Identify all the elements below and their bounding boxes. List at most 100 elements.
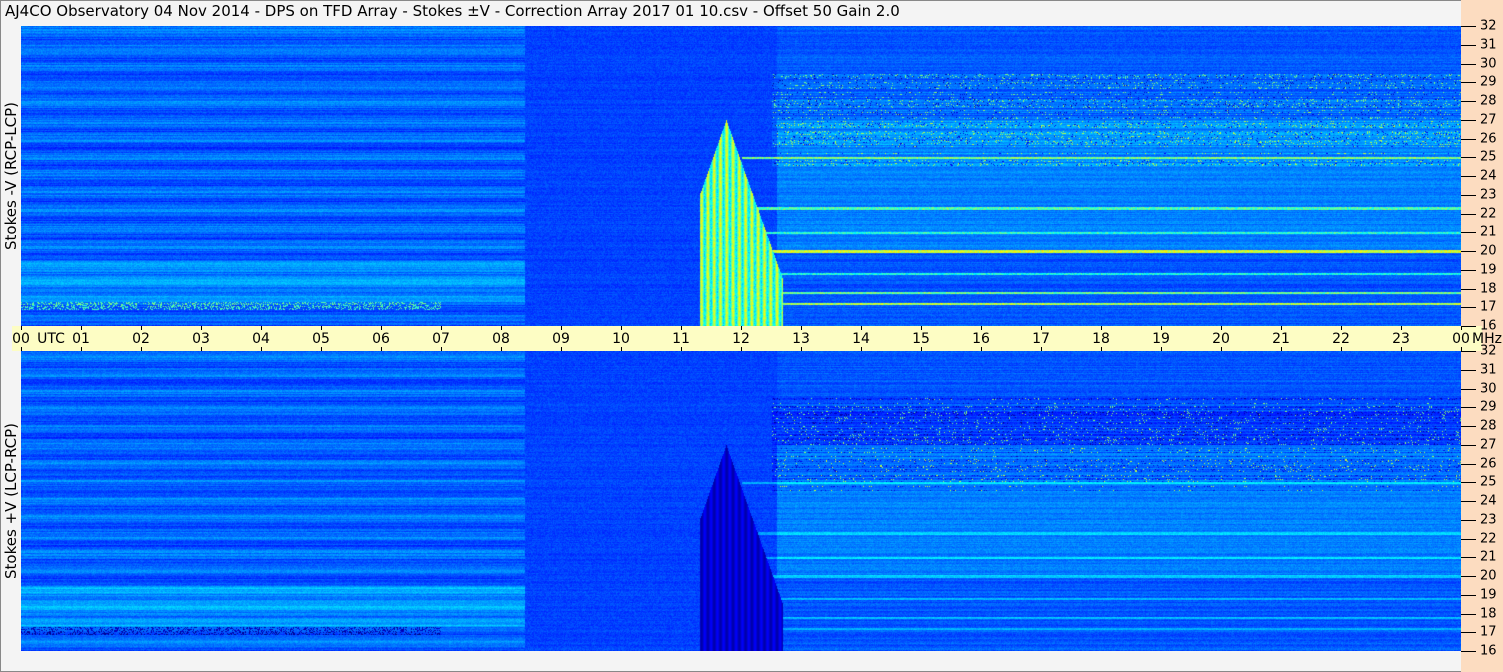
time-tick [81, 347, 82, 351]
time-tick-label: 12 [732, 331, 750, 347]
freq-tick [1461, 270, 1476, 271]
time-tick-label: 19 [1152, 331, 1170, 347]
freq-tick [1461, 614, 1476, 615]
freq-tick-label: 27 [1480, 437, 1497, 453]
time-tick [861, 326, 862, 330]
upper-panel-ylabel: Stokes -V (RCP-LCP) [1, 26, 21, 326]
time-tick [741, 347, 742, 351]
freq-tick-label: 32 [1480, 343, 1497, 359]
time-tick-label: 04 [252, 331, 270, 347]
freq-tick-label: 32 [1480, 18, 1497, 34]
freq-tick [1461, 445, 1476, 446]
time-tick [681, 347, 682, 351]
time-axis-unit: UTC [37, 331, 65, 347]
time-tick-label: 07 [432, 331, 450, 347]
freq-tick [1461, 520, 1476, 521]
time-tick [561, 326, 562, 330]
freq-tick [1461, 101, 1476, 102]
freq-tick-label: 16 [1480, 318, 1497, 334]
time-tick [921, 347, 922, 351]
time-tick [741, 326, 742, 330]
time-tick [141, 326, 142, 330]
time-tick-label: 00 [1452, 331, 1470, 347]
freq-tick [1461, 576, 1476, 577]
time-tick [21, 326, 22, 330]
time-tick [1401, 326, 1402, 330]
freq-tick [1461, 82, 1476, 83]
freq-tick-label: 24 [1480, 493, 1497, 509]
freq-tick-label: 31 [1480, 362, 1497, 378]
freq-tick [1461, 426, 1476, 427]
time-tick-label: 14 [852, 331, 870, 347]
freq-tick-label: 29 [1480, 74, 1497, 90]
freq-tick-label: 19 [1480, 262, 1497, 278]
chart-title: AJ4CO Observatory 04 Nov 2014 - DPS on T… [5, 2, 900, 20]
time-tick-label: 20 [1212, 331, 1230, 347]
time-tick-label: 02 [132, 331, 150, 347]
time-tick [1281, 326, 1282, 330]
time-tick [981, 347, 982, 351]
time-tick [501, 347, 502, 351]
freq-tick-label: 21 [1480, 549, 1497, 565]
time-tick [1461, 326, 1462, 330]
freq-tick [1461, 157, 1476, 158]
time-tick [681, 326, 682, 330]
freq-tick [1461, 595, 1476, 596]
time-tick-label: 06 [372, 331, 390, 347]
freq-tick [1461, 557, 1476, 558]
time-tick-label: 01 [72, 331, 90, 347]
freq-tick-label: 26 [1480, 456, 1497, 471]
time-tick [1041, 326, 1042, 330]
time-tick [561, 347, 562, 351]
time-tick [441, 326, 442, 330]
time-tick [621, 326, 622, 330]
freq-tick-label: 27 [1480, 112, 1497, 128]
freq-tick [1461, 176, 1476, 177]
freq-tick [1461, 64, 1476, 65]
time-tick [1341, 347, 1342, 351]
spectrogram-canvas [21, 351, 1461, 651]
freq-tick-label: 24 [1480, 168, 1497, 184]
freq-tick-label: 22 [1480, 206, 1497, 221]
time-tick [1221, 347, 1222, 351]
time-tick-label: 15 [912, 331, 930, 347]
freq-tick-label: 30 [1480, 56, 1497, 71]
time-tick-label: 08 [492, 331, 510, 347]
time-tick [261, 326, 262, 330]
freq-tick-label: 16 [1480, 643, 1497, 659]
freq-tick [1461, 407, 1476, 408]
time-tick [321, 347, 322, 351]
freq-tick [1461, 120, 1476, 121]
freq-tick-label: 21 [1480, 224, 1497, 240]
time-tick [921, 326, 922, 330]
time-tick-label: 00 [12, 331, 30, 347]
freq-tick-label: 18 [1480, 606, 1497, 621]
time-axis-unit: MHz [1472, 331, 1502, 347]
time-tick-label: 23 [1392, 331, 1410, 347]
time-tick [201, 326, 202, 330]
spectrogram-stokes-minus-v [21, 26, 1461, 326]
time-tick-label: 22 [1332, 331, 1350, 347]
time-tick [141, 347, 142, 351]
time-tick-label: 21 [1272, 331, 1290, 347]
freq-tick-label: 19 [1480, 587, 1497, 603]
freq-tick-label: 23 [1480, 187, 1497, 203]
freq-tick-label: 17 [1480, 624, 1497, 640]
time-tick-label: 11 [672, 331, 690, 347]
freq-tick [1461, 232, 1476, 233]
time-tick [1341, 326, 1342, 330]
time-tick-label: 09 [552, 331, 570, 347]
time-tick [441, 347, 442, 351]
freq-tick-label: 28 [1480, 93, 1497, 109]
time-tick [621, 347, 622, 351]
freq-tick-label: 18 [1480, 281, 1497, 296]
freq-tick-label: 22 [1480, 531, 1497, 546]
freq-tick [1461, 389, 1476, 390]
freq-tick-label: 20 [1480, 243, 1497, 259]
time-tick [1041, 347, 1042, 351]
freq-tick [1461, 370, 1476, 371]
time-tick [1161, 347, 1162, 351]
freq-tick-label: 26 [1480, 131, 1497, 146]
freq-tick-label: 20 [1480, 568, 1497, 584]
freq-tick [1461, 45, 1476, 46]
